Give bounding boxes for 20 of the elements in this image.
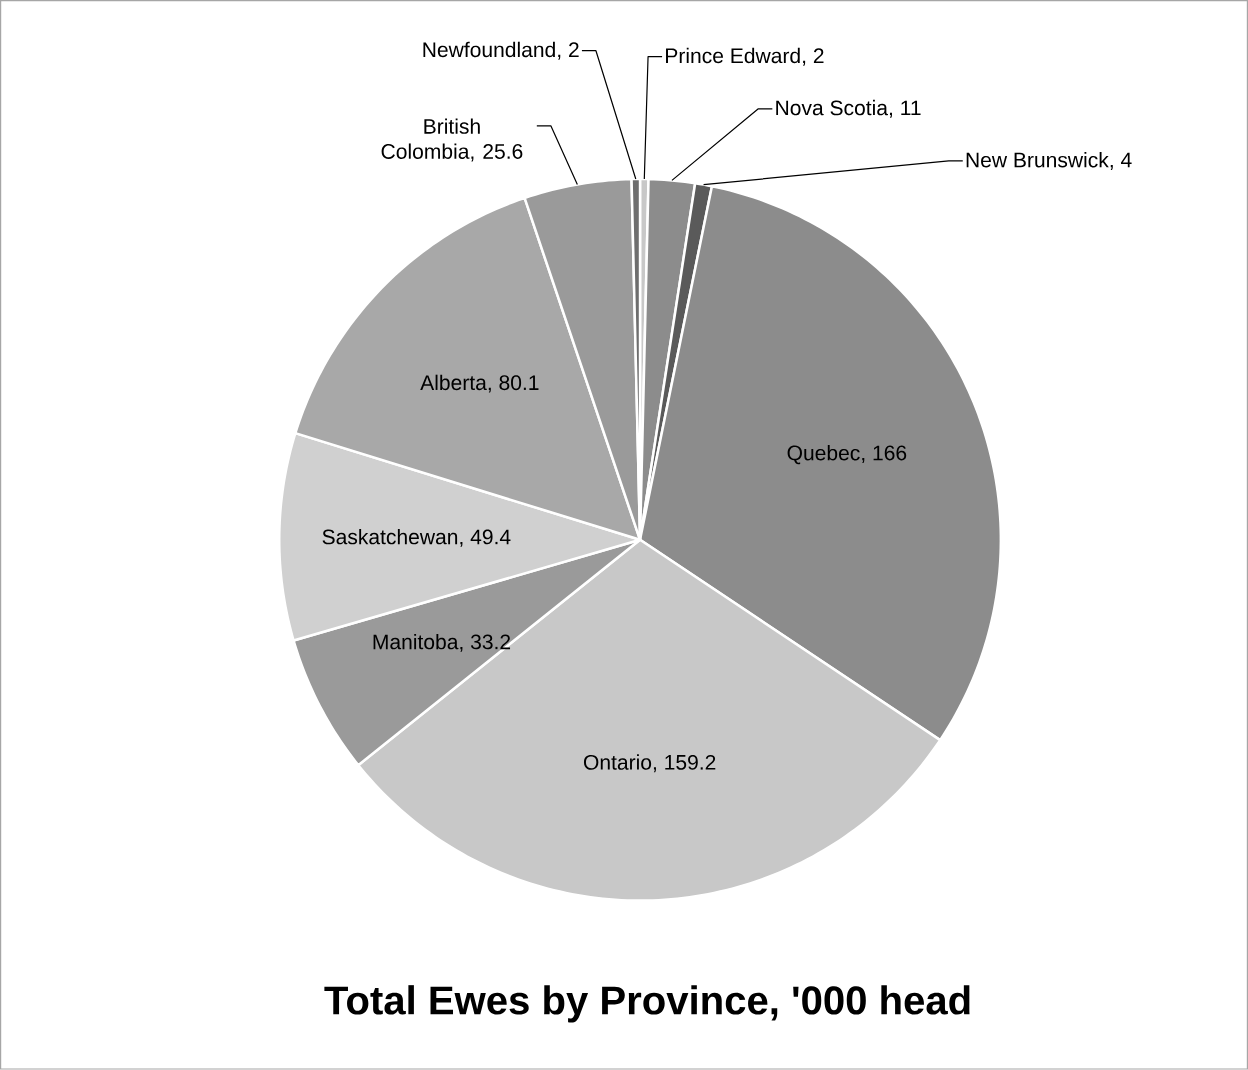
data-label: , 80.1 [488,375,539,393]
slice-label: Quebec [787,445,860,465]
data-label: , 2 [558,42,579,60]
text: Total Ewes by Province, '000 head [324,985,970,1023]
data-label: , 159.2 [653,755,716,773]
data-label: , 11 [889,100,921,118]
slice-label: Newfoundland [423,41,555,58]
data-label: , 25.6 [471,144,523,162]
data-label: , 166 [862,445,907,464]
slice-label: Alberta [420,374,487,391]
slice-label: Nova Scotia [776,100,888,116]
slice-label: New Brunswick [966,152,1109,168]
data-label: , 4 [1110,152,1132,171]
slice-label: Ontario [583,754,652,770]
data-label: , 49.4 [460,529,511,548]
slice-label: Manitoba [373,634,459,650]
data-label: , 2 [803,48,824,66]
slice-label: Prince Edward [666,47,800,64]
slice-label: Saskatchewan [322,529,458,545]
data-label: , 33.2 [460,634,511,653]
